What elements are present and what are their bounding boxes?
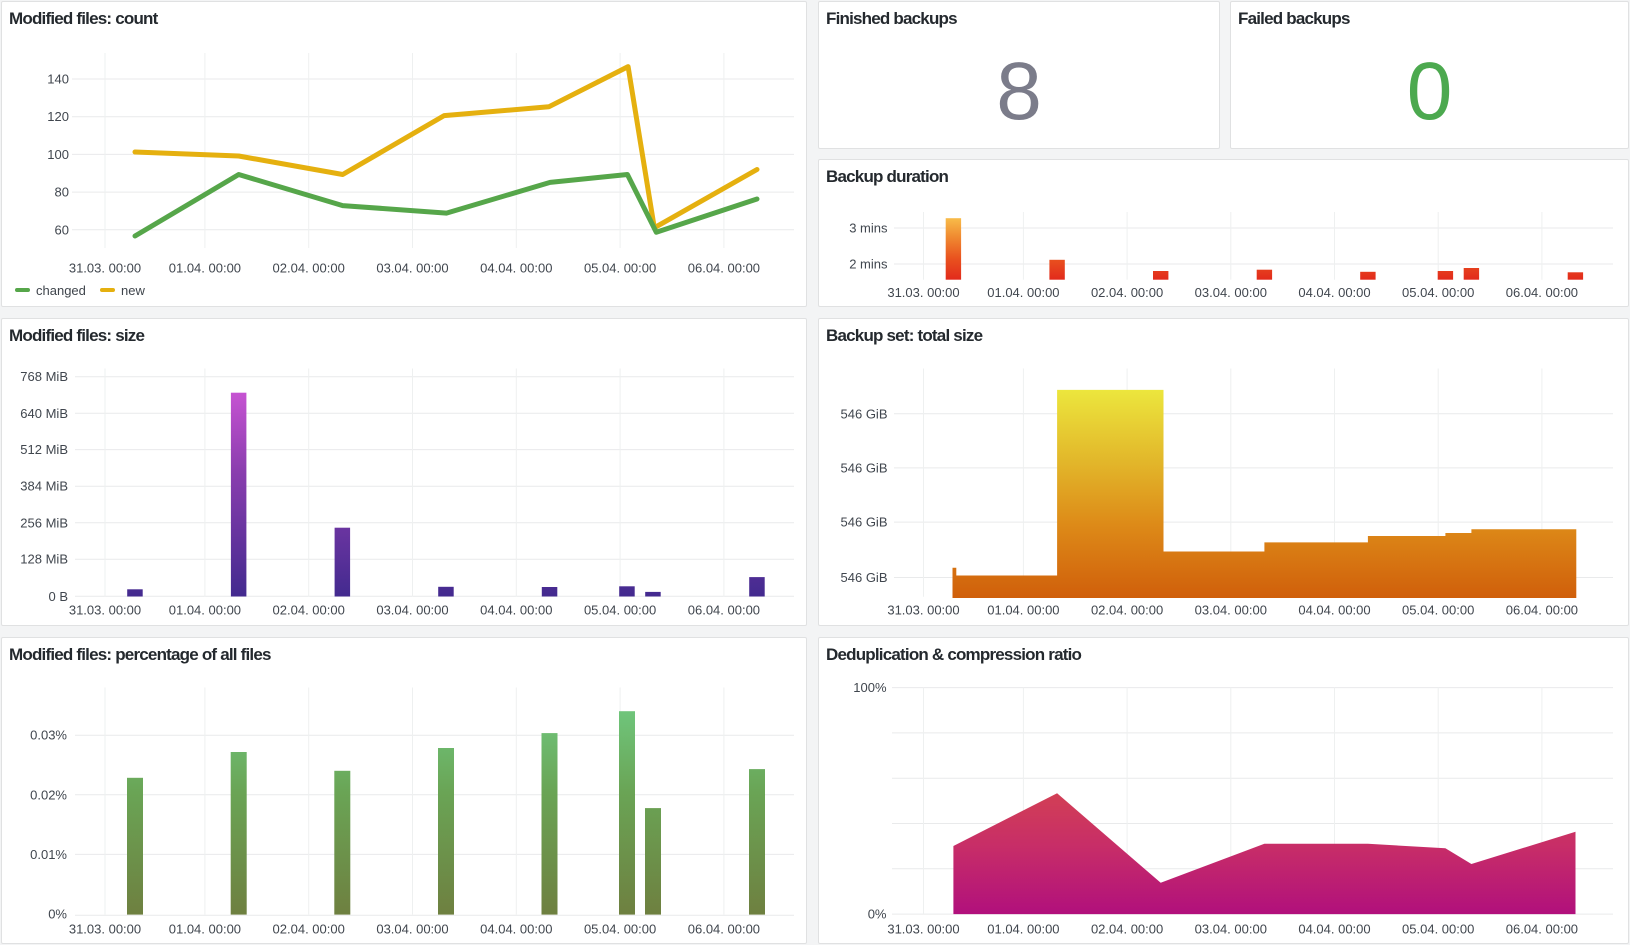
svg-text:80: 80	[55, 185, 69, 200]
svg-text:01.04. 00:00: 01.04. 00:00	[169, 603, 241, 618]
svg-text:01.04. 00:00: 01.04. 00:00	[987, 922, 1059, 937]
svg-text:01.04. 00:00: 01.04. 00:00	[987, 285, 1059, 300]
svg-text:05.04. 00:00: 05.04. 00:00	[1402, 922, 1474, 937]
svg-text:384 MiB: 384 MiB	[20, 479, 68, 494]
svg-text:05.04. 00:00: 05.04. 00:00	[584, 603, 656, 618]
svg-text:3 mins: 3 mins	[849, 221, 888, 236]
svg-text:31.03. 00:00: 31.03. 00:00	[69, 922, 141, 937]
svg-text:04.04. 00:00: 04.04. 00:00	[480, 260, 552, 275]
svg-text:31.03. 00:00: 31.03. 00:00	[69, 603, 141, 618]
svg-text:120: 120	[47, 109, 69, 124]
svg-text:31.03. 00:00: 31.03. 00:00	[887, 922, 959, 937]
svg-text:02.04. 00:00: 02.04. 00:00	[1091, 922, 1163, 937]
svg-text:05.04. 00:00: 05.04. 00:00	[1402, 285, 1474, 300]
svg-text:100: 100	[47, 147, 69, 162]
svg-text:05.04. 00:00: 05.04. 00:00	[584, 922, 656, 937]
svg-text:05.04. 00:00: 05.04. 00:00	[1402, 603, 1474, 618]
svg-text:05.04. 00:00: 05.04. 00:00	[584, 260, 656, 275]
svg-text:03.04. 00:00: 03.04. 00:00	[1195, 603, 1267, 618]
svg-text:31.03. 00:00: 31.03. 00:00	[887, 603, 959, 618]
svg-text:03.04. 00:00: 03.04. 00:00	[1195, 922, 1267, 937]
svg-text:0%: 0%	[48, 907, 67, 922]
svg-text:changed: changed	[36, 283, 86, 298]
svg-text:0.01%: 0.01%	[30, 847, 67, 862]
svg-text:06.04. 00:00: 06.04. 00:00	[688, 603, 760, 618]
svg-text:640 MiB: 640 MiB	[20, 406, 68, 421]
svg-text:2 mins: 2 mins	[849, 257, 888, 272]
svg-text:01.04. 00:00: 01.04. 00:00	[169, 260, 241, 275]
svg-text:06.04. 00:00: 06.04. 00:00	[1506, 285, 1578, 300]
svg-text:02.04. 00:00: 02.04. 00:00	[1091, 285, 1163, 300]
svg-text:546 GiB: 546 GiB	[841, 460, 888, 475]
svg-text:100%: 100%	[853, 680, 887, 695]
svg-text:06.04. 00:00: 06.04. 00:00	[1506, 922, 1578, 937]
svg-text:02.04. 00:00: 02.04. 00:00	[1091, 603, 1163, 618]
svg-text:02.04. 00:00: 02.04. 00:00	[273, 603, 345, 618]
svg-text:02.04. 00:00: 02.04. 00:00	[273, 260, 345, 275]
svg-text:06.04. 00:00: 06.04. 00:00	[688, 260, 760, 275]
svg-text:546 GiB: 546 GiB	[841, 406, 888, 421]
svg-text:04.04. 00:00: 04.04. 00:00	[480, 603, 552, 618]
svg-text:04.04. 00:00: 04.04. 00:00	[1298, 285, 1370, 300]
svg-text:04.04. 00:00: 04.04. 00:00	[480, 922, 552, 937]
svg-text:546 GiB: 546 GiB	[841, 515, 888, 530]
svg-text:01.04. 00:00: 01.04. 00:00	[987, 603, 1059, 618]
svg-text:60: 60	[55, 222, 69, 237]
svg-text:31.03. 00:00: 31.03. 00:00	[887, 285, 959, 300]
svg-text:0.02%: 0.02%	[30, 787, 67, 802]
svg-text:128 MiB: 128 MiB	[20, 552, 68, 567]
svg-text:03.04. 00:00: 03.04. 00:00	[1195, 285, 1267, 300]
svg-text:02.04. 00:00: 02.04. 00:00	[273, 922, 345, 937]
svg-text:768 MiB: 768 MiB	[20, 369, 68, 384]
svg-text:06.04. 00:00: 06.04. 00:00	[688, 922, 760, 937]
svg-text:03.04. 00:00: 03.04. 00:00	[376, 603, 448, 618]
svg-text:0.03%: 0.03%	[30, 728, 67, 743]
svg-text:256 MiB: 256 MiB	[20, 515, 68, 530]
svg-text:01.04. 00:00: 01.04. 00:00	[169, 922, 241, 937]
svg-text:0%: 0%	[868, 907, 887, 922]
svg-text:03.04. 00:00: 03.04. 00:00	[376, 260, 448, 275]
svg-text:0 B: 0 B	[48, 589, 68, 604]
svg-text:03.04. 00:00: 03.04. 00:00	[376, 922, 448, 937]
svg-text:04.04. 00:00: 04.04. 00:00	[1298, 922, 1370, 937]
svg-text:04.04. 00:00: 04.04. 00:00	[1298, 603, 1370, 618]
svg-text:546 GiB: 546 GiB	[841, 570, 888, 585]
svg-text:06.04. 00:00: 06.04. 00:00	[1506, 603, 1578, 618]
svg-text:31.03. 00:00: 31.03. 00:00	[69, 260, 141, 275]
svg-text:512 MiB: 512 MiB	[20, 442, 68, 457]
svg-text:140: 140	[47, 72, 69, 87]
svg-text:new: new	[121, 283, 145, 298]
